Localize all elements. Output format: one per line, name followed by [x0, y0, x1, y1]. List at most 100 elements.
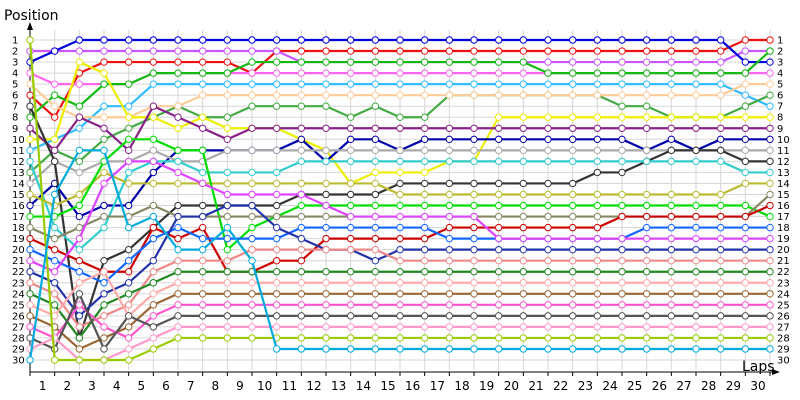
data-point [198, 58, 207, 66]
data-point [544, 135, 552, 144]
data-point [544, 234, 552, 243]
y-tick-label-left: 1 [12, 36, 18, 47]
data-point [223, 201, 232, 210]
data-point [50, 190, 59, 199]
y-tick-label-right: 20 [777, 245, 790, 256]
data-point [445, 345, 454, 353]
data-point [618, 91, 626, 99]
data-point [470, 234, 478, 243]
data-point [297, 223, 306, 232]
data-point [593, 91, 602, 99]
data-point [322, 47, 330, 55]
y-tick-label-right: 29 [777, 344, 790, 355]
data-point [248, 201, 256, 210]
data-point [642, 102, 651, 110]
x-tick-label: 10 [257, 379, 272, 393]
data-point [124, 201, 133, 210]
data-point [667, 234, 676, 243]
data-point [223, 80, 232, 88]
data-point [618, 245, 626, 254]
data-point [149, 234, 158, 243]
data-point [371, 234, 380, 243]
data-point [519, 146, 528, 155]
data-point [124, 124, 133, 132]
data-point [470, 179, 478, 188]
data-point [371, 212, 380, 221]
data-point [371, 201, 380, 210]
data-point [445, 69, 454, 77]
x-tick-label: 11 [282, 379, 297, 393]
data-point [26, 212, 34, 221]
data-point [149, 223, 158, 232]
data-point [470, 80, 478, 88]
data-point [445, 201, 454, 210]
data-point [223, 146, 232, 155]
data-point [766, 135, 774, 144]
data-point [494, 323, 503, 331]
data-point [174, 234, 182, 243]
data-point [50, 47, 59, 55]
data-point [420, 157, 429, 166]
axes [27, 22, 780, 376]
data-point [248, 69, 256, 77]
data-point [593, 268, 602, 276]
data-point [618, 135, 626, 144]
data-point [26, 290, 34, 298]
data-point [371, 301, 380, 309]
data-point [494, 201, 503, 210]
data-point [198, 268, 207, 276]
data-point [297, 80, 306, 88]
data-point [667, 91, 676, 99]
data-point [716, 69, 725, 77]
data-point [100, 334, 108, 342]
y-tick-label-left: 23 [12, 278, 25, 289]
data-point [272, 323, 281, 331]
data-point [667, 47, 676, 55]
data-point [174, 58, 182, 66]
data-point [420, 323, 429, 331]
data-point [198, 146, 207, 155]
data-point [716, 345, 725, 353]
data-point [420, 168, 429, 177]
data-point [124, 290, 133, 298]
data-point [124, 279, 133, 287]
y-tick-label-left: 28 [12, 333, 25, 344]
data-point [50, 80, 59, 88]
data-point [568, 268, 577, 276]
data-point [371, 135, 380, 144]
y-tick-label-left: 21 [12, 256, 25, 267]
data-point [297, 190, 306, 199]
data-point [667, 301, 676, 309]
data-point [741, 334, 750, 342]
data-point [568, 223, 577, 232]
data-point [544, 190, 552, 199]
data-point [766, 245, 774, 254]
series-8 [26, 80, 774, 121]
data-point [371, 146, 380, 155]
series-25 [26, 290, 774, 353]
data-point [149, 334, 158, 342]
data-point [420, 179, 429, 188]
data-point [692, 312, 700, 320]
data-point [445, 157, 454, 166]
data-point [100, 212, 108, 221]
y-tick-label-right: 28 [777, 333, 790, 344]
data-point [766, 345, 774, 353]
data-point [26, 146, 34, 155]
data-point [124, 135, 133, 144]
data-point [593, 279, 602, 287]
y-tick-label-left: 6 [12, 91, 18, 102]
data-point [124, 146, 133, 155]
y-tick-label-left: 3 [12, 58, 18, 69]
data-point [519, 201, 528, 210]
data-point [568, 91, 577, 99]
data-point [297, 47, 306, 55]
data-point [223, 36, 232, 44]
data-point [322, 345, 330, 353]
data-point [149, 113, 158, 121]
data-point [420, 245, 429, 254]
data-point [519, 135, 528, 144]
data-point [396, 334, 404, 342]
data-point [272, 36, 281, 44]
